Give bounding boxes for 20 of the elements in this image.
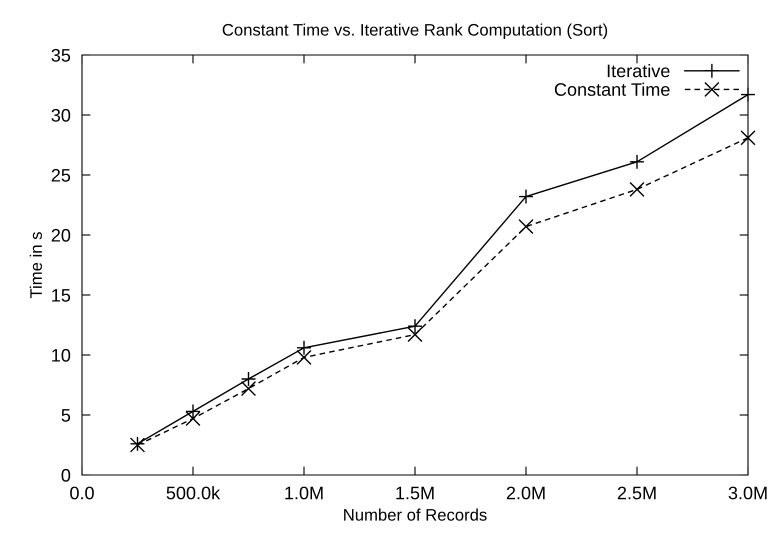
x-tick-label: 2.0M (506, 486, 545, 500)
x-tick-label: 3.0M (728, 486, 767, 500)
legend-label: Iterative (608, 64, 670, 78)
chart-title: Constant Time vs. Iterative Rank Computation (Sort) (222, 23, 608, 40)
y-tick-label: 10 (52, 348, 70, 362)
legend-label: Constant Time (554, 82, 670, 96)
y-tick-label: 5 (62, 409, 70, 422)
y-axis-title: Time in s (30, 232, 42, 298)
x-tick-label: 500.0k (166, 486, 220, 500)
y-tick-label: 30 (51, 108, 70, 122)
y-tick-label: 15 (52, 289, 70, 302)
x-tick-label: 1.5M (396, 486, 434, 500)
x-axis-title: Number of Records (344, 508, 487, 521)
x-tick-label: 1.0M (285, 486, 323, 500)
y-tick-label: 0 (62, 468, 70, 482)
y-tick-label: 20 (52, 228, 70, 242)
x-tick-label: 0.0 (70, 486, 94, 500)
y-tick-label: 35 (51, 48, 70, 62)
y-tick-label: 25 (52, 168, 70, 182)
x-tick-label: 2.5M (618, 486, 656, 500)
